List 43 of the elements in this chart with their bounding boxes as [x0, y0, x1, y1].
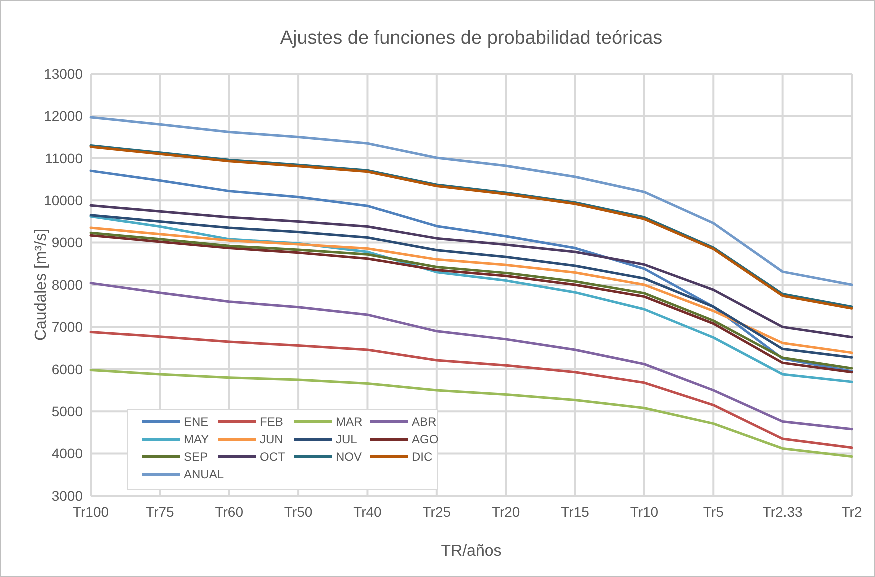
- legend-label: SEP: [184, 450, 208, 464]
- x-tick-label: Tr40: [354, 504, 382, 520]
- x-tick-label: Tr15: [561, 504, 590, 520]
- x-tick-label: Tr20: [492, 504, 520, 520]
- y-tick-label: 5000: [52, 404, 84, 420]
- x-axis-title: TR/años: [441, 543, 502, 560]
- y-tick-label: 9000: [52, 234, 84, 251]
- y-tick-label: 7000: [52, 319, 84, 336]
- legend-label: JUL: [336, 432, 358, 447]
- legend-label: ABR: [412, 415, 438, 430]
- x-tick-label: Tr2: [842, 504, 862, 520]
- legend-label: ANUAL: [184, 468, 224, 482]
- line-series: [90, 282, 854, 431]
- legend-label: MAY: [184, 432, 210, 447]
- y-tick-label: 13000: [44, 66, 84, 82]
- x-tick-label: Tr100: [72, 504, 110, 520]
- x-tick-label: Tr25: [422, 504, 452, 520]
- y-tick-label: 6000: [52, 361, 84, 378]
- line-series: [90, 116, 854, 286]
- y-tick-label: 10000: [44, 192, 84, 208]
- x-tick-label: Tr2.33: [762, 504, 803, 520]
- x-tick-label: Tr50: [284, 504, 313, 520]
- y-tick-label: 8000: [52, 276, 84, 293]
- y-tick-label: 12000: [44, 108, 84, 124]
- y-tick-label: 11000: [45, 150, 84, 166]
- x-tick-label: Tr10: [630, 504, 659, 520]
- legend-label: MAR: [336, 415, 363, 430]
- x-tick-label: Tr75: [146, 504, 175, 520]
- line-series: [90, 204, 854, 339]
- legend-label: FEB: [260, 415, 284, 430]
- chart-title: Ajustes de funciones de probabilidad teóricas: [280, 28, 663, 49]
- legend-label: ENE: [184, 415, 209, 430]
- legend-label: JUN: [260, 432, 284, 447]
- legend-label: NOV: [336, 450, 362, 464]
- x-tick-label: Tr5: [703, 504, 724, 520]
- legend-label: DIC: [412, 450, 433, 464]
- x-tick-label: Tr60: [215, 504, 244, 520]
- y-tick-label: 3000: [52, 488, 84, 504]
- y-axis-title: Caudales [m³/s]: [33, 228, 50, 342]
- legend-label: AGO: [412, 432, 439, 447]
- legend-label: OCT: [260, 450, 286, 464]
- y-tick-label: 4000: [52, 446, 84, 462]
- line-series: [90, 331, 854, 450]
